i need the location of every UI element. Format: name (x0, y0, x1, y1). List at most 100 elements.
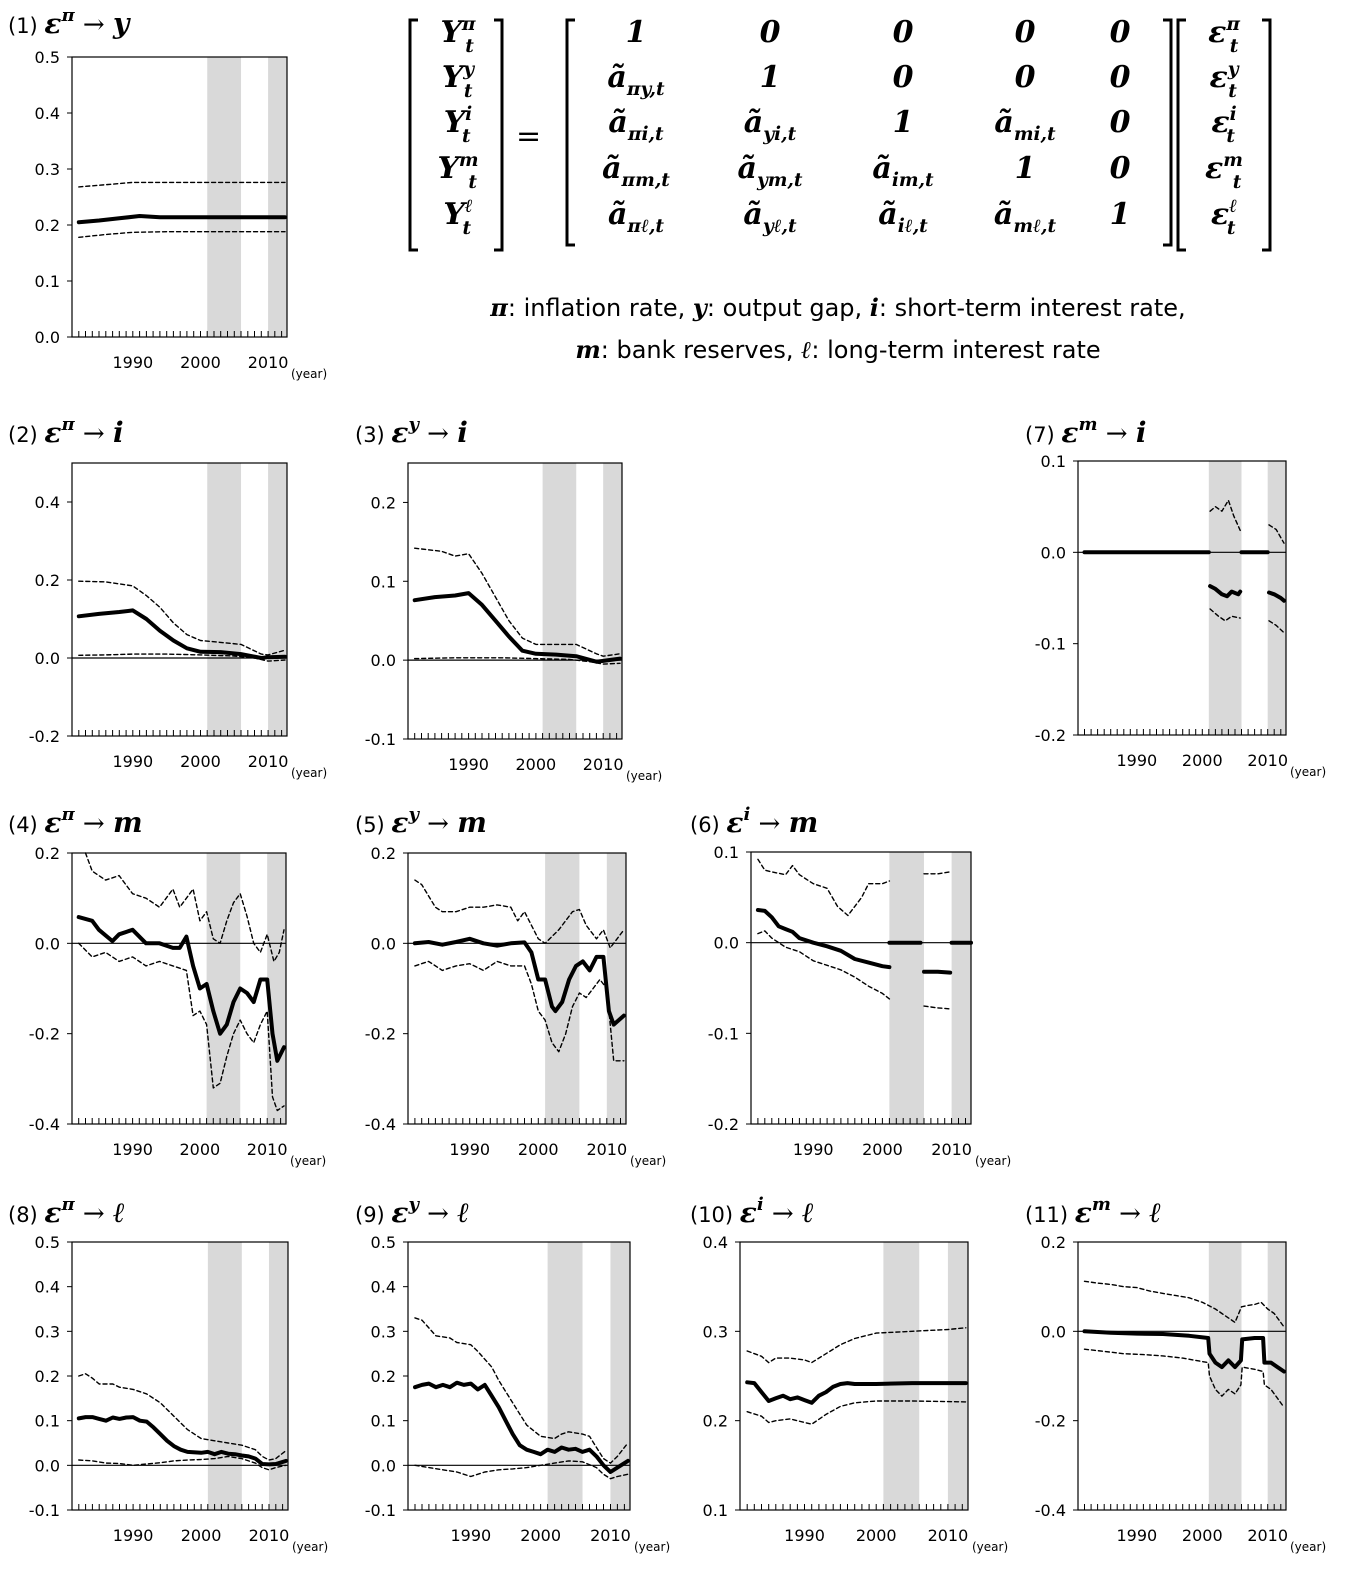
lhs-entry-3: Yi t (444, 104, 473, 147)
series-upper-2 (78, 1373, 287, 1461)
plot-frame (739, 1241, 969, 1511)
series-upper-2 (414, 547, 621, 657)
legend-line-1: π: inflation rate, y: output gap, i: sho… (489, 293, 1185, 322)
series-lower-3 (78, 653, 286, 662)
y-tick-label: 0.2 (35, 844, 60, 863)
plot-frame (71, 462, 288, 737)
rhs-entry-5: εℓ t (1211, 196, 1237, 239)
panel-6: -0.2 -0.1 0.0 0.1 1990 2000 2010(year) (6) εi →… (690, 804, 1011, 1168)
series-upper-2 (1083, 1280, 1285, 1328)
matrix-cell-3-2: ãyi,t (744, 105, 797, 145)
shade-band-2 (268, 463, 287, 736)
panel-title: (5) εy → m (355, 804, 487, 839)
y-tick-label: 0.0 (1041, 543, 1066, 562)
series-upper-2 (78, 580, 286, 656)
x-tick-label: 2000 (1182, 1526, 1223, 1545)
series-median-1 (76, 1415, 288, 1467)
shade-band-2 (268, 1242, 288, 1510)
x-tick-label: 2010 (248, 752, 289, 771)
series-median-1 (755, 908, 892, 970)
x-tick-label: 1990 (448, 755, 489, 774)
x-unit-label: (year) (975, 1154, 1011, 1168)
y-tick-label: 0.0 (371, 934, 396, 953)
panel-10: 0.1 0.2 0.3 0.4 1990 2000 2010(year) (10) εi → … (690, 1194, 1008, 1554)
panel-title: (3) εy → i (355, 414, 468, 449)
legend-line-2: m: bank reserves, ℓ: long-term interest … (575, 335, 1100, 364)
x-minor-ticks (739, 1504, 963, 1510)
y-tick-label: 0.1 (35, 1412, 60, 1431)
y-tick-label: 0.0 (714, 934, 739, 953)
equation-rhs-vector: επ tεy tεi t εm t εℓ t (1205, 14, 1243, 239)
matrix-cell-2-5: 0 (1110, 60, 1131, 95)
x-tick-label: 1990 (113, 1526, 154, 1545)
shade-band-1 (207, 57, 242, 337)
x-tick-label: 2010 (590, 1526, 631, 1545)
series-upper-2 (78, 181, 286, 188)
bracket-rhs-right (1262, 18, 1272, 252)
x-tick-label: 1990 (1117, 751, 1158, 770)
x-tick-label: 1990 (112, 353, 153, 372)
y-tick-label: 0.5 (35, 1233, 60, 1252)
lhs-entry-4: Ym t (437, 150, 478, 193)
x-tick-label: 2000 (181, 1526, 222, 1545)
y-tick-label: 0.0 (371, 651, 396, 670)
matrix-cell-4-4: 1 (1015, 151, 1036, 186)
x-unit-label: (year) (1290, 765, 1326, 779)
y-tick-label: 0.2 (371, 844, 396, 863)
rhs-entry-1: επ t (1208, 14, 1240, 57)
matrix-cell-2-1: ãπy,t (607, 60, 665, 100)
matrix-cell-3-4: ãmi,t (994, 105, 1056, 145)
y-tick-label: 0.3 (371, 1322, 396, 1341)
x-tick-label: 2010 (928, 1526, 969, 1545)
panel-9: -0.1 0.0 0.1 0.2 0.3 0.4 0.5 1990 2000 2010(year)… (355, 1194, 670, 1554)
lhs-entry-1: Yπ t (440, 14, 475, 57)
panel-8: -0.1 0.0 0.1 0.2 0.3 0.4 0.5 1990 2000 2010(year)… (8, 1194, 328, 1554)
panel-title: (11) εm → ℓ (1025, 1194, 1161, 1229)
series-lower-3 (414, 1460, 629, 1480)
series-lower-3 (414, 960, 625, 1062)
plot-frame (71, 852, 287, 1125)
y-tick-label: 0.2 (371, 493, 396, 512)
x-unit-label: (year) (1290, 1540, 1326, 1554)
matrix-cell-5-5: 1 (1110, 197, 1131, 232)
lhs-entry-2: Yy t (442, 59, 475, 102)
series-median-1 (412, 936, 626, 1027)
panel-title: (6) εi → m (690, 804, 818, 839)
y-tick-label: 0.4 (35, 104, 60, 123)
y-tick-label: 0.2 (35, 1367, 60, 1386)
panel-title: (9) εy → ℓ (355, 1194, 469, 1229)
shade-band-1 (1208, 1242, 1242, 1510)
x-tick-label: 1990 (784, 1526, 825, 1545)
y-tick-label: 0.3 (35, 1322, 60, 1341)
rhs-entry-4: εm t (1205, 150, 1243, 193)
x-minor-ticks (1077, 1504, 1282, 1510)
matrix-cell-1-5: 0 (1110, 15, 1131, 50)
y-tick-label: 0.5 (35, 48, 60, 67)
series-median-1 (745, 1380, 968, 1405)
series-lower-3 (78, 1455, 287, 1471)
matrix-cell-2-4: 0 (1015, 60, 1036, 95)
x-minor-ticks (407, 1118, 621, 1124)
series-upper-7 (923, 871, 951, 875)
x-tick-label: 1990 (112, 1140, 153, 1159)
y-tick-label: -0.1 (708, 1024, 739, 1043)
bracket-lhs-left (408, 18, 418, 252)
y-tick-label: 0.0 (35, 328, 60, 347)
series-median-1 (412, 591, 622, 664)
x-tick-label: 2000 (180, 1140, 221, 1159)
matrix-cell-1-1: 1 (626, 15, 647, 50)
x-minor-ticks (750, 1118, 966, 1124)
matrix-cell-2-3: 0 (893, 60, 914, 95)
series-upper-7 (1268, 524, 1285, 544)
series-median-2 (1208, 584, 1243, 599)
y-tick-label: -0.1 (1035, 635, 1066, 654)
shade-band-2 (1267, 1242, 1286, 1510)
plot-frame (407, 1241, 631, 1511)
panel-3: -0.1 0.0 0.1 0.2 1990 2000 2010(year) (3) εy → … (355, 414, 662, 783)
plot-frame (407, 852, 627, 1125)
matrix-cell-1-3: 0 (893, 15, 914, 50)
y-tick-label: 0.0 (35, 649, 60, 668)
series-upper-5 (757, 858, 891, 917)
x-unit-label: (year) (291, 367, 327, 381)
equation-matrix: 1 0 0 0 0 ãπy,t 1 0 0 0 ãπi,t ãyi,t 1 ãmi,t 0 ãπm,t ãym,… (602, 15, 1130, 237)
